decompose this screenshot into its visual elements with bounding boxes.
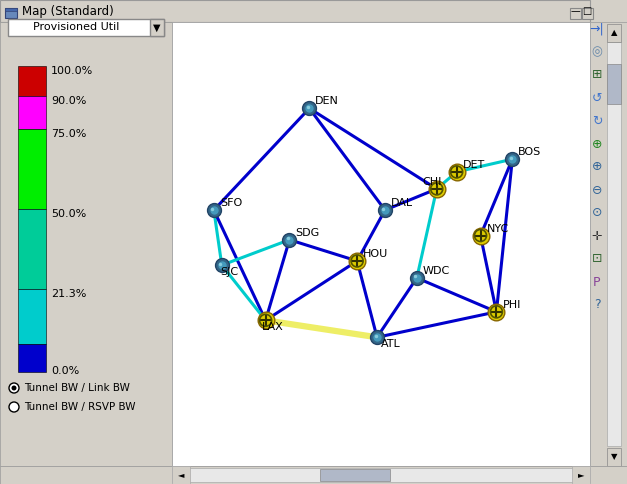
Text: →|: →| xyxy=(589,22,604,35)
Bar xyxy=(607,448,621,466)
Bar xyxy=(0,0,590,22)
Bar xyxy=(172,22,590,466)
Bar xyxy=(0,22,172,466)
Bar xyxy=(5,8,17,18)
Text: ↻: ↻ xyxy=(592,115,603,127)
Bar xyxy=(607,42,621,446)
Text: SFO: SFO xyxy=(220,198,242,208)
Text: ?: ? xyxy=(594,299,600,312)
Text: BOS: BOS xyxy=(519,147,542,157)
Text: DEN: DEN xyxy=(315,96,339,106)
Text: ◎: ◎ xyxy=(591,45,603,59)
Text: LAX: LAX xyxy=(261,322,283,333)
Bar xyxy=(172,466,190,484)
Text: DET: DET xyxy=(463,160,485,170)
Circle shape xyxy=(9,402,19,412)
Text: ⊡: ⊡ xyxy=(592,253,603,266)
Text: DAL: DAL xyxy=(391,198,413,208)
Text: SDG: SDG xyxy=(295,228,320,238)
Bar xyxy=(572,466,590,484)
Bar xyxy=(607,24,621,42)
Text: Tunnel BW / RSVP BW: Tunnel BW / RSVP BW xyxy=(24,402,135,412)
Bar xyxy=(18,129,46,209)
Text: ▲: ▲ xyxy=(611,29,617,37)
Bar xyxy=(570,8,581,19)
Bar xyxy=(18,209,46,289)
Text: ▼: ▼ xyxy=(153,22,161,32)
Bar xyxy=(18,96,46,129)
Bar xyxy=(607,64,621,104)
Text: Map (Standard): Map (Standard) xyxy=(22,4,113,17)
Text: NYC: NYC xyxy=(487,224,508,233)
Text: ⊖: ⊖ xyxy=(592,183,603,197)
Text: —: — xyxy=(570,6,580,16)
Text: ▼: ▼ xyxy=(611,453,617,462)
Text: 90.0%: 90.0% xyxy=(51,96,87,106)
Bar xyxy=(582,8,593,19)
Text: ATL: ATL xyxy=(381,339,401,349)
Text: □: □ xyxy=(582,6,592,16)
Text: P: P xyxy=(593,275,601,288)
Bar xyxy=(320,469,390,481)
Bar xyxy=(0,466,627,484)
Circle shape xyxy=(11,385,16,391)
Text: ↺: ↺ xyxy=(592,91,603,105)
Text: 21.3%: 21.3% xyxy=(51,289,87,299)
Bar xyxy=(172,468,590,482)
Text: ✛: ✛ xyxy=(592,229,603,242)
Text: CHI: CHI xyxy=(423,177,442,187)
Text: ◄: ◄ xyxy=(177,470,184,480)
Text: 0.0%: 0.0% xyxy=(51,366,79,376)
Bar xyxy=(5,8,17,11)
Bar xyxy=(8,19,164,36)
Text: WDC: WDC xyxy=(423,266,450,276)
Bar xyxy=(18,289,46,344)
Text: ⊞: ⊞ xyxy=(592,69,603,81)
Text: HOU: HOU xyxy=(363,249,388,259)
Text: ⊙: ⊙ xyxy=(592,207,603,220)
Text: Provisioned Util: Provisioned Util xyxy=(33,22,119,32)
Text: SJC: SJC xyxy=(220,267,238,277)
Text: 100.0%: 100.0% xyxy=(51,66,93,76)
Text: PHI: PHI xyxy=(502,300,521,310)
Bar xyxy=(18,66,46,96)
Text: ►: ► xyxy=(577,470,584,480)
Bar xyxy=(590,22,627,466)
Bar xyxy=(150,19,164,36)
Text: 50.0%: 50.0% xyxy=(51,209,87,219)
Text: 75.0%: 75.0% xyxy=(51,129,87,139)
Circle shape xyxy=(9,383,19,393)
Bar xyxy=(18,344,46,372)
Text: ⊕: ⊕ xyxy=(592,161,603,173)
Text: ⊕: ⊕ xyxy=(592,137,603,151)
Text: Tunnel BW / Link BW: Tunnel BW / Link BW xyxy=(24,383,130,393)
